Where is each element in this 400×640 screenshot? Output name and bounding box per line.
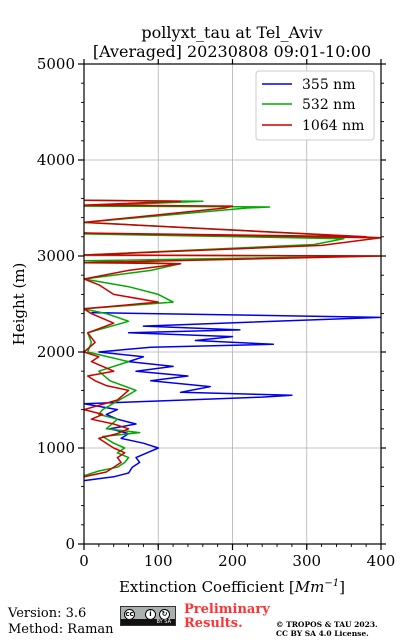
x-axis-label-exponent: −1 — [324, 578, 339, 589]
preliminary-line1: Preliminary — [184, 602, 270, 617]
y-tick-label: 1000 — [37, 439, 75, 457]
series-line-1064-nm — [84, 199, 381, 478]
preliminary-notice: Preliminary Results. — [184, 603, 270, 631]
cc-strip: BY SA — [121, 619, 175, 625]
cc-by-sa-icon: cc i ↻ BY SA — [120, 606, 176, 626]
copyright-notice: © TROPOS & TAU 2023. CC BY SA 4.0 Licens… — [276, 620, 378, 638]
y-tick-label: 2000 — [37, 343, 75, 361]
x-axis-label: Extinction Coefficient [Mm−1] — [119, 578, 345, 596]
x-axis-label-unit: Mm — [294, 578, 325, 596]
copyright-line1: © TROPOS & TAU 2023. — [276, 620, 378, 629]
legend-label-532: 532 nm — [302, 97, 355, 113]
version-text: Version: 3.6 — [8, 606, 87, 621]
y-tick-label: 5000 — [37, 55, 75, 73]
series-line-532-nm — [84, 199, 381, 477]
legend: 355 nm 532 nm 1064 nm — [255, 70, 375, 141]
x-tick-label: 100 — [144, 552, 173, 570]
x-axis-label-end: ] — [339, 578, 345, 596]
series-lines — [84, 199, 381, 482]
preliminary-line2: Results. — [184, 616, 243, 631]
legend-label-355: 355 nm — [302, 77, 355, 93]
x-tick-label: 200 — [218, 552, 247, 570]
chart-title: pollyxt_tau at Tel_Aviv — [141, 23, 322, 42]
x-axis-label-text: Extinction Coefficient [ — [119, 578, 295, 596]
series-line-355-nm — [84, 311, 381, 482]
y-tick-label: 0 — [65, 535, 75, 553]
chart-subtitle: [Averaged] 20230808 09:01-10:00 — [93, 42, 371, 61]
x-tick-label: 400 — [367, 552, 396, 570]
x-tick-label: 0 — [79, 552, 89, 570]
y-tick-label: 4000 — [37, 151, 75, 169]
legend-label-1064: 1064 nm — [302, 118, 364, 134]
copyright-line2: CC BY SA 4.0 License. — [276, 629, 369, 638]
y-tick-label: 3000 — [37, 247, 75, 265]
x-tick-label: 300 — [292, 552, 321, 570]
legend-box — [255, 70, 375, 141]
extinction-profile-chart: pollyxt_tau at Tel_Aviv [Averaged] 20230… — [10, 23, 396, 596]
method-text: Method: Raman — [8, 622, 114, 637]
y-axis-label: Height (m) — [10, 263, 28, 346]
